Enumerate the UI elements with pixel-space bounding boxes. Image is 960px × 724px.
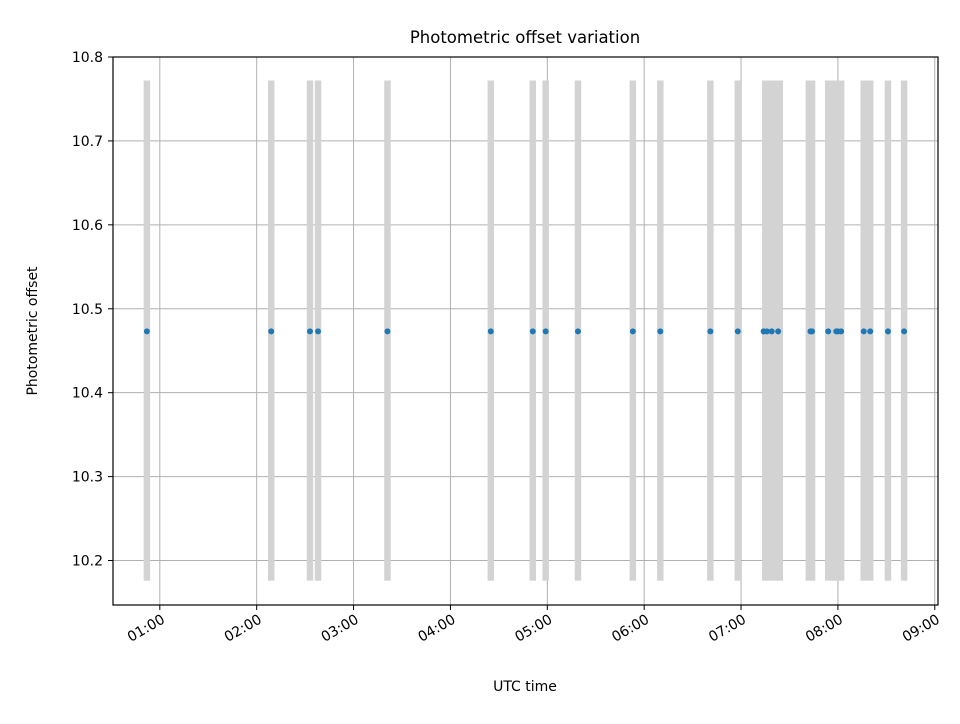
data-points bbox=[143, 328, 908, 335]
y-tick-label: 10.6 bbox=[72, 218, 103, 234]
data-point bbox=[143, 328, 150, 335]
y-tick-label: 10.5 bbox=[72, 302, 103, 318]
y-tick-label: 10.3 bbox=[72, 470, 103, 486]
data-point bbox=[574, 328, 581, 335]
data-point bbox=[860, 328, 867, 335]
data-point bbox=[775, 328, 782, 335]
data-point bbox=[529, 328, 536, 335]
data-point bbox=[315, 328, 322, 335]
data-point bbox=[306, 328, 313, 335]
data-point bbox=[838, 328, 845, 335]
exposure-band bbox=[860, 80, 874, 581]
data-point bbox=[768, 328, 775, 335]
axes-frame bbox=[112, 56, 939, 606]
data-point bbox=[707, 328, 714, 335]
y-tick-label: 10.7 bbox=[72, 134, 103, 150]
y-tick-label: 10.8 bbox=[72, 50, 103, 66]
chart-title: Photometric offset variation bbox=[410, 28, 640, 47]
data-point bbox=[867, 328, 874, 335]
data-point bbox=[657, 328, 664, 335]
y-tick-label: 10.2 bbox=[72, 554, 103, 570]
x-axis-label: UTC time bbox=[493, 679, 557, 695]
y-tick-label: 10.4 bbox=[72, 386, 103, 402]
data-point bbox=[268, 328, 275, 335]
data-point bbox=[825, 328, 832, 335]
data-point bbox=[901, 328, 908, 335]
data-point bbox=[542, 328, 549, 335]
data-point bbox=[629, 328, 636, 335]
data-point bbox=[734, 328, 741, 335]
y-axis-label: Photometric offset bbox=[25, 266, 41, 396]
data-point bbox=[384, 328, 391, 335]
data-point bbox=[763, 328, 770, 335]
data-point bbox=[884, 328, 891, 335]
data-point bbox=[809, 328, 816, 335]
data-point bbox=[487, 328, 494, 335]
